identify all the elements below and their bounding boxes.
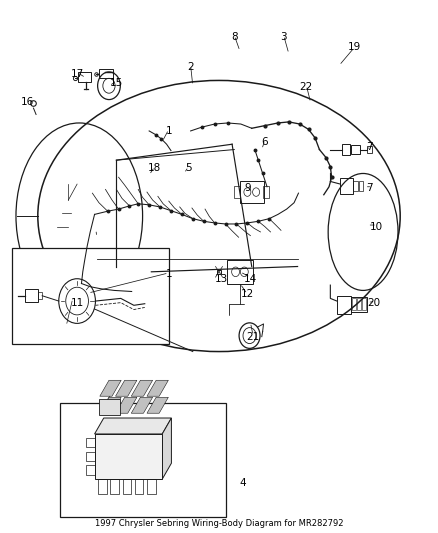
Text: 4: 4	[240, 479, 246, 488]
Bar	[263, 185, 269, 198]
Bar	[337, 296, 351, 314]
Polygon shape	[116, 397, 137, 413]
Bar	[227, 260, 253, 284]
Bar	[110, 479, 119, 494]
Text: 11: 11	[71, 297, 84, 308]
Text: 7: 7	[366, 183, 373, 193]
Text: 20: 20	[367, 297, 381, 308]
Bar	[99, 69, 113, 78]
Bar	[340, 178, 353, 194]
Text: 19: 19	[348, 43, 361, 52]
Bar	[362, 298, 366, 310]
Text: 12: 12	[241, 289, 254, 299]
Text: 3: 3	[280, 32, 287, 42]
Text: 9: 9	[244, 183, 251, 193]
Bar	[86, 465, 95, 475]
Text: 14: 14	[244, 274, 257, 284]
Polygon shape	[147, 380, 168, 396]
Polygon shape	[162, 418, 171, 479]
Bar	[123, 479, 131, 494]
Bar	[240, 181, 264, 203]
Bar	[359, 181, 363, 191]
Bar	[234, 185, 240, 198]
Text: 17: 17	[71, 69, 84, 79]
Text: 10: 10	[370, 222, 383, 232]
Bar	[86, 451, 95, 461]
Bar	[78, 72, 91, 82]
Bar	[25, 289, 38, 302]
Bar	[86, 438, 95, 447]
Text: 6: 6	[261, 136, 268, 147]
Text: 8: 8	[231, 32, 237, 42]
Bar	[38, 292, 42, 300]
Polygon shape	[95, 418, 171, 434]
Bar	[12, 248, 169, 344]
Bar	[98, 479, 107, 494]
Text: 2: 2	[187, 62, 194, 72]
Polygon shape	[100, 397, 121, 413]
Polygon shape	[116, 380, 137, 396]
Text: 7: 7	[366, 142, 373, 152]
Bar	[135, 479, 144, 494]
Polygon shape	[147, 397, 168, 413]
Text: 18: 18	[148, 163, 162, 173]
Bar	[357, 298, 361, 310]
Text: 21: 21	[247, 332, 260, 342]
Text: 22: 22	[300, 82, 313, 92]
Text: 1: 1	[166, 270, 172, 279]
Bar	[352, 298, 356, 310]
Text: 13: 13	[215, 274, 228, 284]
Bar	[60, 403, 226, 518]
Bar	[351, 146, 360, 154]
Text: 5: 5	[185, 163, 192, 173]
Text: 15: 15	[110, 78, 123, 88]
Polygon shape	[95, 434, 162, 479]
Bar	[342, 144, 350, 155]
Bar	[147, 479, 155, 494]
Text: 1997 Chrysler Sebring Wiring-Body Diagram for MR282792: 1997 Chrysler Sebring Wiring-Body Diagra…	[95, 519, 343, 528]
Polygon shape	[131, 397, 152, 413]
Bar	[99, 399, 120, 415]
Polygon shape	[131, 380, 152, 396]
Bar	[353, 181, 358, 191]
Bar	[367, 147, 372, 153]
Text: 16: 16	[21, 96, 35, 107]
Text: 1: 1	[166, 126, 172, 136]
Polygon shape	[100, 380, 121, 396]
Bar	[351, 297, 367, 312]
